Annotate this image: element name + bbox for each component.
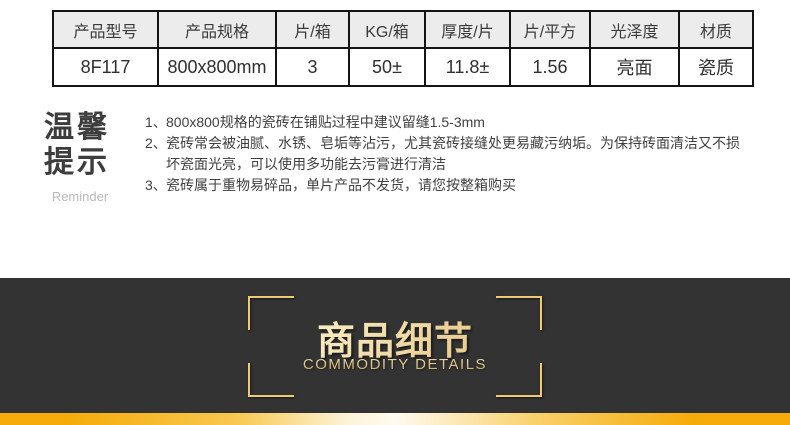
spec-header-thickness: 厚度/片	[424, 10, 511, 49]
spec-header-kg-per-box: KG/箱	[348, 10, 426, 49]
tip-text: 瓷砖属于重物易碎品，单片产品不发货，请您按整箱购买	[166, 177, 516, 193]
spec-header-material: 材质	[678, 10, 754, 49]
spec-value-kg-per-box: 50±	[348, 47, 426, 87]
tip-text: 800x800规格的瓷砖在铺贴过程中建议留缝1.5-3mm	[166, 114, 485, 130]
spec-value-material: 瓷质	[678, 47, 754, 87]
spec-value-pieces-per-sqm: 1.56	[509, 47, 591, 87]
spec-header-size: 产品规格	[157, 10, 277, 49]
tip-text: 瓷砖常会被油腻、水锈、皂垢等沾污，尤其瓷砖接缝处更易藏污纳垢。为保持砖面清洁又不…	[166, 135, 740, 172]
frame-corner-top-left	[248, 296, 294, 330]
reminder-subtitle-en: Reminder	[51, 189, 109, 204]
spec-header-model: 产品型号	[52, 10, 159, 49]
tip-item-1: 1、 800x800规格的瓷砖在铺贴过程中建议留缝1.5-3mm	[145, 112, 745, 133]
banner-title: 商品细节	[0, 310, 790, 365]
reminder-title-line1: 温馨	[44, 111, 110, 144]
tip-item-3: 3、 瓷砖属于重物易碎品，单片产品不发货，请您按整箱购买	[145, 175, 745, 196]
tip-number: 3、	[145, 177, 167, 193]
spec-value-row: 8F117 800x800mm 3 50± 11.8± 1.56 亮面 瓷质	[52, 47, 754, 87]
frame-corner-top-right	[496, 296, 542, 330]
spec-header-row: 产品型号 产品规格 片/箱 KG/箱 厚度/片 片/平方 光泽度 材质	[52, 10, 754, 49]
tip-item-2: 2、 瓷砖常会被油腻、水锈、皂垢等沾污，尤其瓷砖接缝处更易藏污纳垢。为保持砖面清…	[145, 133, 745, 175]
spec-value-pieces-per-box: 3	[275, 47, 350, 87]
commodity-details-banner: 商品细节 COMMODITY DETAILS	[0, 278, 790, 413]
spec-value-model: 8F117	[52, 47, 159, 87]
product-spec-table: 产品型号 产品规格 片/箱 KG/箱 厚度/片 片/平方 光泽度 材质 8F11…	[52, 10, 754, 87]
tip-number: 1、	[145, 114, 167, 130]
spec-value-size: 800x800mm	[157, 47, 277, 87]
spec-header-pieces-per-box: 片/箱	[275, 10, 350, 49]
spec-value-thickness: 11.8±	[424, 47, 511, 87]
tip-number: 2、	[145, 135, 167, 151]
spec-header-glossiness: 光泽度	[589, 10, 680, 49]
gold-divider-strip	[0, 413, 790, 425]
banner-subtitle: COMMODITY DETAILS	[0, 356, 790, 373]
spec-value-glossiness: 亮面	[589, 47, 680, 87]
frame-corner-bottom-left	[248, 363, 294, 397]
reminder-title: 温馨 提示	[44, 110, 110, 180]
spec-header-pieces-per-sqm: 片/平方	[509, 10, 591, 49]
tips-list: 1、 800x800规格的瓷砖在铺贴过程中建议留缝1.5-3mm 2、 瓷砖常会…	[145, 112, 745, 196]
frame-corner-bottom-right	[496, 363, 542, 397]
reminder-title-line2: 提示	[44, 146, 110, 179]
